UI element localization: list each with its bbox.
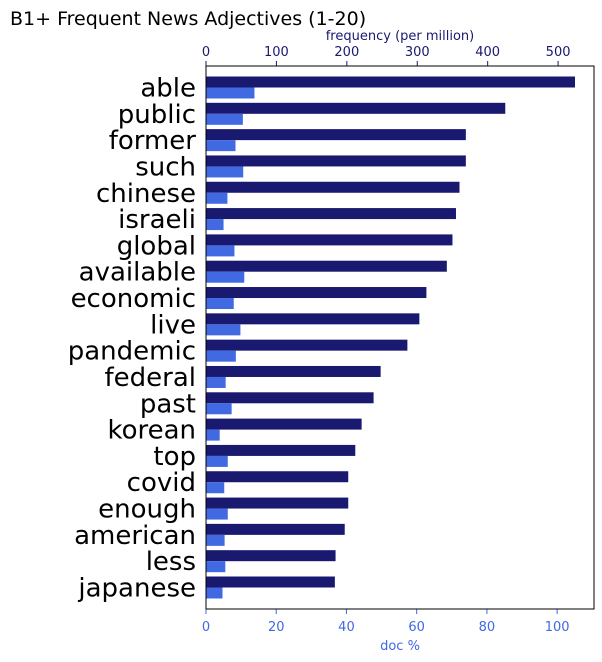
category-label-live: live bbox=[150, 310, 196, 340]
bottom-tick-label: 80 bbox=[479, 620, 496, 635]
category-label-pandemic: pandemic bbox=[68, 337, 196, 367]
frequency-bar-covid bbox=[206, 471, 349, 483]
frequency-bar-american bbox=[206, 523, 345, 535]
bottom-axis-title: doc % bbox=[380, 639, 420, 654]
frequency-bar-top bbox=[206, 444, 356, 456]
category-label-american: american bbox=[74, 521, 196, 551]
bottom-tick-label: 100 bbox=[545, 620, 570, 635]
frequency-bar-former bbox=[206, 129, 466, 141]
frequency-bar-less bbox=[206, 550, 336, 562]
frequency-bar-such bbox=[206, 155, 466, 167]
doc-percent-bar-pandemic bbox=[206, 350, 236, 362]
category-label-top: top bbox=[153, 442, 196, 472]
top-axis: 0 100 200 300 400 500 bbox=[202, 45, 571, 66]
category-label-enough: enough bbox=[98, 495, 196, 525]
category-label-korean: korean bbox=[107, 416, 196, 446]
chart-title: B1+ Frequent News Adjectives (1-20) bbox=[10, 8, 366, 30]
bottom-tick-label: 0 bbox=[202, 620, 210, 635]
category-label-past: past bbox=[140, 389, 196, 419]
frequency-bar-available bbox=[206, 260, 447, 272]
top-tick-label: 0 bbox=[202, 45, 210, 60]
frequency-bar-israeli bbox=[206, 208, 456, 220]
category-label-economic: economic bbox=[71, 284, 196, 314]
bottom-tick-label: 60 bbox=[408, 620, 425, 635]
frequency-bar-past bbox=[206, 392, 374, 404]
frequency-bar-global bbox=[206, 234, 453, 246]
top-tick-label: 300 bbox=[405, 45, 430, 60]
category-label-less: less bbox=[146, 547, 196, 577]
doc-percent-bar-american bbox=[206, 534, 225, 546]
doc-percent-bar-live bbox=[206, 324, 241, 336]
bars-group bbox=[206, 76, 575, 599]
category-label-available: available bbox=[79, 258, 196, 288]
top-tick-label: 200 bbox=[334, 45, 359, 60]
plot-frame bbox=[205, 65, 595, 610]
frequency-bar-japanese bbox=[206, 576, 335, 588]
frequency-bar-korean bbox=[206, 418, 362, 430]
frequency-bar-economic bbox=[206, 287, 427, 299]
doc-percent-bar-former bbox=[206, 140, 236, 152]
category-label-japanese: japanese bbox=[77, 574, 196, 604]
frequency-bar-pandemic bbox=[206, 339, 408, 351]
doc-percent-bar-enough bbox=[206, 508, 228, 520]
category-label-former: former bbox=[109, 126, 197, 156]
doc-percent-bar-public bbox=[206, 113, 243, 125]
category-label-global: global bbox=[117, 231, 196, 261]
category-label-israeli: israeli bbox=[118, 205, 196, 235]
frequency-bar-live bbox=[206, 313, 420, 325]
doc-percent-bar-top bbox=[206, 455, 228, 467]
doc-percent-bar-chinese bbox=[206, 192, 228, 204]
category-label-such: such bbox=[135, 152, 196, 182]
doc-percent-bar-able bbox=[206, 87, 255, 99]
frequency-bar-chinese bbox=[206, 181, 460, 193]
category-label-federal: federal bbox=[105, 363, 197, 393]
doc-percent-bar-japanese bbox=[206, 587, 223, 599]
frequency-bar-public bbox=[206, 102, 506, 114]
bottom-axis: 0 20 40 60 80 100 bbox=[202, 609, 570, 635]
bottom-tick-label: 20 bbox=[268, 620, 285, 635]
doc-percent-bar-federal bbox=[206, 376, 226, 388]
top-axis-title: frequency (per million) bbox=[326, 29, 475, 44]
doc-percent-bar-available bbox=[206, 271, 245, 283]
doc-percent-bar-covid bbox=[206, 482, 225, 494]
doc-percent-bar-israeli bbox=[206, 219, 224, 231]
doc-percent-bar-global bbox=[206, 245, 235, 257]
frequency-bar-able bbox=[206, 76, 575, 88]
frequency-bar-enough bbox=[206, 497, 349, 509]
doc-percent-bar-less bbox=[206, 561, 226, 573]
top-tick-label: 100 bbox=[264, 45, 289, 60]
doc-percent-bar-such bbox=[206, 166, 244, 178]
doc-percent-bar-past bbox=[206, 403, 232, 415]
category-label-chinese: chinese bbox=[96, 179, 196, 209]
category-labels: ablepublicformersuchchineseisraeliglobal… bbox=[68, 74, 197, 604]
category-label-public: public bbox=[118, 100, 196, 130]
category-label-able: able bbox=[140, 74, 196, 104]
doc-percent-bar-korean bbox=[206, 429, 220, 441]
top-tick-label: 500 bbox=[546, 45, 571, 60]
doc-percent-bar-economic bbox=[206, 298, 234, 310]
bottom-tick-label: 40 bbox=[338, 620, 355, 635]
top-tick-label: 400 bbox=[475, 45, 500, 60]
category-label-covid: covid bbox=[127, 468, 196, 498]
frequency-bar-federal bbox=[206, 365, 381, 377]
